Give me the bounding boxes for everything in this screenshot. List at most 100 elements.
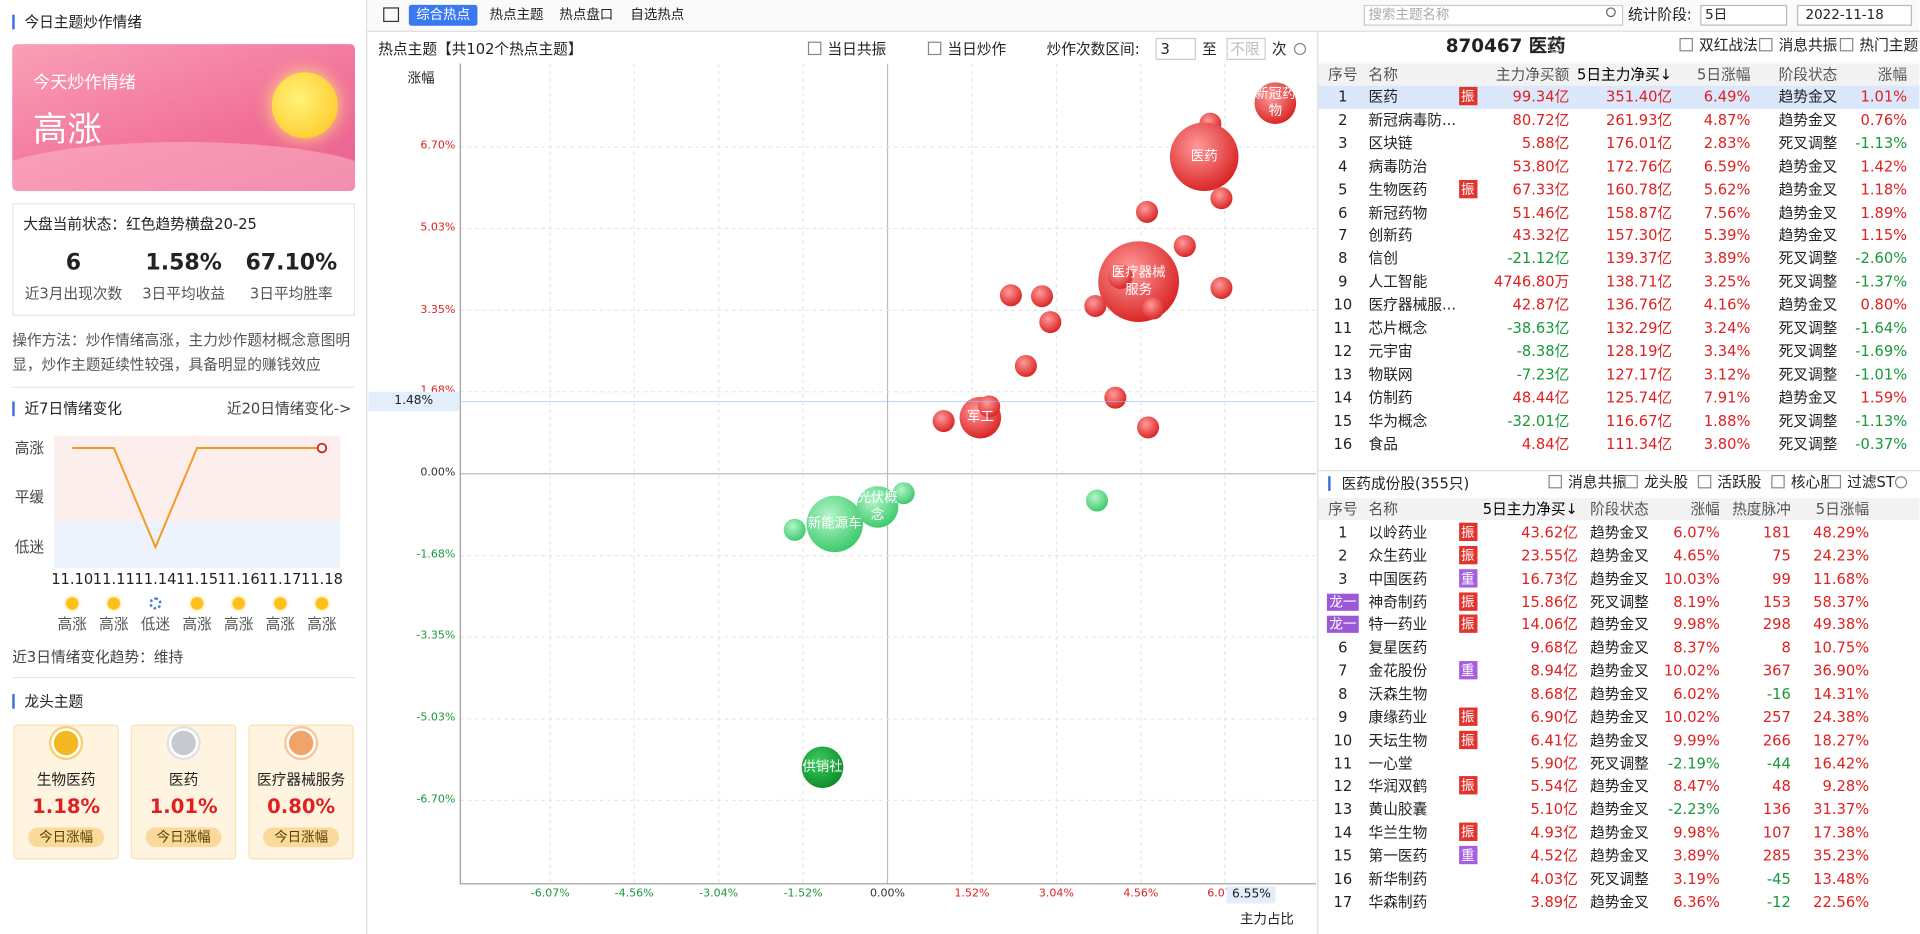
history-link[interactable]: 近20日情绪变化-> [226,400,352,418]
panel-toggle[interactable] [383,7,400,23]
stock-name[interactable]: 天坛生物 [1368,731,1428,749]
checkbox[interactable] [1827,474,1842,489]
bubble[interactable] [1104,386,1127,409]
search-box[interactable] [1363,4,1624,26]
column-header[interactable]: 5日主力净买↓ [1577,66,1673,84]
bubble[interactable] [1137,416,1160,439]
theme-name[interactable]: 新冠药物 [1368,203,1428,221]
stock-name[interactable]: 第一医药 [1368,846,1428,865]
column-header[interactable]: 5日涨幅 [1697,66,1751,84]
y-tick-label: 6.70% [420,140,456,153]
stock-name[interactable]: 华森制药 [1368,893,1428,911]
stock-name[interactable]: 金花股份 [1368,662,1428,680]
theme-name[interactable]: 人工智能 [1368,273,1428,291]
checkbox[interactable] [1759,37,1773,52]
bubble[interactable] [1085,489,1109,512]
stock-name[interactable]: 华润双鹤 [1368,777,1428,795]
period-select[interactable] [1700,4,1788,26]
bubble[interactable] [932,410,955,433]
theme-name[interactable]: 芯片概念 [1368,319,1428,337]
tag-label: 振 [1460,524,1475,541]
stock-name[interactable]: 特一药业 [1368,616,1428,634]
tab[interactable]: 综合热点 [416,6,471,23]
stock-name[interactable]: 以岭药业 [1368,523,1428,542]
theme-name[interactable]: 物联网 [1368,365,1413,383]
bubble[interactable] [1030,285,1054,308]
checkbox[interactable] [1839,37,1854,52]
bubble[interactable] [1142,297,1165,320]
stat-label: 3日平均收益 [142,285,226,303]
bubble[interactable] [783,518,806,541]
bubble[interactable] [1173,234,1196,258]
bubble-label: 供销社 [802,758,843,775]
column-header[interactable]: 涨幅 [1877,66,1908,84]
tab[interactable]: 自选热点 [630,6,685,23]
theme-name[interactable]: 病毒防治 [1368,157,1428,175]
tab[interactable]: 热点主题 [489,6,544,23]
stock-name[interactable]: 神奇制药 [1368,593,1428,611]
column-header[interactable]: 5日涨幅 [1815,500,1870,518]
column-header[interactable]: 主力净买额 [1495,66,1570,84]
bubble[interactable] [892,482,915,505]
theme-name[interactable]: 区块链 [1368,134,1413,152]
stock-name[interactable]: 沃森生物 [1368,685,1428,703]
column-header[interactable]: 5日主力净买↓ [1482,500,1578,518]
stock-name[interactable]: 康缘药业 [1368,708,1428,726]
theme-name[interactable]: 信创 [1368,250,1398,268]
change-5d: 2.83% [1703,134,1751,152]
range-from[interactable] [1155,37,1196,60]
column-header[interactable]: 涨幅 [1690,500,1720,518]
theme-name[interactable]: 食品 [1368,435,1398,453]
range-to[interactable] [1226,37,1266,60]
bubble[interactable] [1169,122,1239,192]
x-axis-label[interactable]: 主力占比 [1240,911,1294,928]
stock-name[interactable]: 中国医药 [1368,570,1428,588]
stock-name[interactable]: 华兰生物 [1368,823,1428,842]
stock-name[interactable]: 复星医药 [1368,639,1428,657]
theme-name[interactable]: 创新药 [1368,226,1413,245]
bubble[interactable] [1210,187,1233,210]
theme-name[interactable]: 生物医药 [1368,180,1428,198]
checkbox[interactable] [1697,474,1712,489]
bubble[interactable] [999,284,1022,307]
bubble[interactable] [1254,82,1297,124]
stock-name[interactable]: 一心堂 [1368,754,1413,772]
date-box[interactable] [1796,4,1913,26]
stock-name[interactable]: 新华制药 [1368,870,1428,888]
checkbox[interactable] [1624,474,1638,489]
column-header[interactable]: 名称 [1368,66,1398,84]
checkbox[interactable] [1548,474,1562,489]
column-header[interactable]: 阶段状态 [1778,66,1838,84]
tab[interactable]: 热点盘口 [559,6,614,23]
bubble[interactable] [801,746,844,789]
column-header[interactable]: 热度脉冲 [1732,500,1791,518]
net-buy-5d: 261.93亿 [1606,111,1673,129]
column-header[interactable]: 序号 [1328,66,1358,84]
checkbox[interactable] [1771,474,1785,489]
theme-name[interactable]: 仿制药 [1368,388,1413,407]
stock-name[interactable]: 众生药业 [1368,546,1428,565]
column-header[interactable]: 名称 [1368,500,1398,518]
bubble[interactable] [1014,354,1037,377]
bubble[interactable] [1084,294,1107,318]
theme-name[interactable]: 华为概念 [1368,412,1428,430]
column-header[interactable]: 序号 [1328,500,1358,518]
bubble[interactable] [1135,200,1159,223]
net-buy-5d: 8.94亿 [1530,662,1578,680]
bubble[interactable] [806,495,863,553]
checkbox[interactable] [1679,37,1693,52]
bubble[interactable] [856,486,899,528]
checkbox[interactable] [927,41,942,56]
stock-name[interactable]: 黄山胶囊 [1368,800,1428,818]
theme-name[interactable]: 医药 [1368,88,1398,106]
theme-name[interactable]: 元宇宙 [1368,342,1413,360]
checkbox[interactable] [807,41,822,56]
theme-name[interactable]: 医疗器械服... [1368,296,1457,314]
column-header[interactable]: 阶段状态 [1590,500,1649,518]
y-axis-label[interactable]: 涨幅 [407,70,435,87]
theme-name[interactable]: 新冠病毒防... [1368,111,1457,129]
bubble[interactable] [1039,311,1062,334]
bubble[interactable] [1108,264,1133,289]
bubble[interactable] [1210,276,1233,299]
bubble[interactable] [978,395,1001,418]
